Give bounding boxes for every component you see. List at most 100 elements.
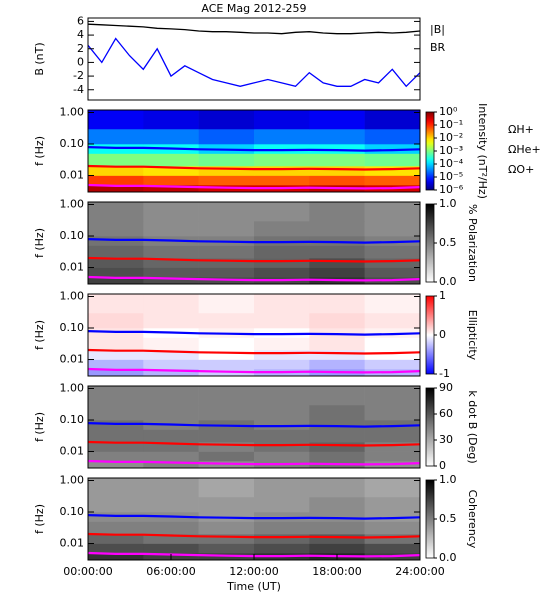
heatmap-cell <box>143 359 199 370</box>
heatmap-cell <box>309 543 365 554</box>
series-line <box>87 164 421 171</box>
y-tick-label: 0.10 <box>60 137 85 150</box>
heatmap-cell <box>198 258 255 268</box>
heatmap-cell <box>143 404 199 421</box>
heatmap-cell <box>309 153 365 167</box>
heatmap-cell <box>364 312 421 329</box>
heatmap-cell <box>143 534 199 544</box>
colorbar-tick-label: 0 <box>439 459 446 472</box>
heatmap-cell <box>364 166 421 176</box>
series-line <box>87 330 421 336</box>
heatmap-cell <box>88 478 144 498</box>
heatmap-cell <box>364 328 421 338</box>
heatmap-cell <box>309 534 365 544</box>
heatmap-cell <box>88 110 144 130</box>
heatmap-cell <box>254 312 310 329</box>
colorbar-tick-label: -1 <box>439 367 450 380</box>
colorbar <box>425 111 435 191</box>
y-axis-label: f (Hz) <box>33 504 46 534</box>
colorbar-tick-label: 10⁻⁴ <box>439 157 464 170</box>
heatmap-cell <box>364 267 421 278</box>
x-tick-label: 06:00:00 <box>146 565 195 578</box>
heatmap-cell <box>254 294 310 314</box>
heatmap-cell <box>364 110 421 130</box>
heatmap-cell <box>198 267 255 278</box>
heatmap-cell <box>364 175 421 186</box>
heatmap-cell <box>309 294 365 314</box>
y-tick-label: 0.01 <box>60 537 85 550</box>
heatmap-cell <box>364 153 421 167</box>
y-tick-label: 0.01 <box>60 353 85 366</box>
colorbar-tick-label: 10⁻² <box>439 131 463 144</box>
colorbar-tick-label: 1.0 <box>439 473 457 486</box>
legend-label: BR <box>430 41 446 54</box>
legend-label: ΩO+ <box>508 163 534 176</box>
heatmap-cell <box>88 277 144 285</box>
heatmap-cell <box>88 267 144 278</box>
heatmap-cell <box>88 386 144 406</box>
heatmap-cell <box>364 451 421 462</box>
heatmap-cell <box>309 451 365 462</box>
heatmap-cell <box>88 220 144 237</box>
heatmap-cell <box>364 258 421 268</box>
plot-frame <box>87 385 421 469</box>
colorbar-tick-label: 1 <box>439 289 446 302</box>
heatmap-cell <box>88 258 144 268</box>
heatmap-cell <box>254 543 310 554</box>
heatmap-cell <box>364 359 421 370</box>
heatmap-cell <box>364 337 421 351</box>
heatmap-cell <box>364 220 421 237</box>
heatmap-cell <box>364 496 421 513</box>
series-line <box>87 275 421 282</box>
heatmap-cell <box>143 258 199 268</box>
colorbar-tick-label: 0.5 <box>439 512 457 525</box>
heatmap-cell <box>254 496 310 513</box>
heatmap-cell <box>198 451 255 462</box>
heatmap-cell <box>198 404 255 421</box>
heatmap-cell <box>143 369 199 377</box>
colorbar-tick-label: 0.5 <box>439 236 457 249</box>
chart-title: ACE Mag 2012-259 <box>201 2 306 15</box>
x-axis-label: Time (UT) <box>226 580 281 593</box>
heatmap-cell <box>309 442 365 452</box>
series-line <box>87 422 421 428</box>
legend-label: ΩH+ <box>508 123 534 136</box>
series-line <box>87 440 421 447</box>
heatmap-cell <box>254 521 310 535</box>
heatmap-cell <box>88 369 144 377</box>
heatmap-cell <box>143 220 199 237</box>
heatmap-cell <box>198 478 255 498</box>
heatmap-cell <box>88 245 144 259</box>
heatmap-cell <box>364 420 421 430</box>
plot-frame <box>87 201 421 285</box>
heatmap-cell <box>254 350 310 360</box>
series-line <box>87 183 421 190</box>
heatmap-cell <box>143 185 199 193</box>
heatmap-cell <box>254 166 310 176</box>
heatmap-cell <box>254 420 310 430</box>
y-tick-label: 0.10 <box>60 505 85 518</box>
heatmap-cell <box>309 220 365 237</box>
colorbar-label: k dot B (Deg) <box>466 390 479 463</box>
heatmap-cell <box>364 350 421 360</box>
heatmap-cell <box>254 512 310 522</box>
heatmap-cell <box>364 478 421 498</box>
y-tick-label: 0 <box>77 55 84 68</box>
colorbar <box>425 203 435 283</box>
heatmap-cell <box>143 337 199 351</box>
y-tick-label: 1.00 <box>60 473 85 486</box>
heatmap-cell <box>143 451 199 462</box>
y-tick-label: 4 <box>77 28 84 41</box>
heatmap-cell <box>198 153 255 167</box>
colorbar-tick-label: 90 <box>439 381 453 394</box>
y-tick-label: 0.10 <box>60 413 85 426</box>
y-tick-label: 0.10 <box>60 321 85 334</box>
heatmap-cell <box>309 386 365 406</box>
series-line <box>87 348 421 355</box>
heatmap-cell <box>254 258 310 268</box>
colorbar-label: Ellipticity <box>466 310 479 361</box>
heatmap-cell <box>88 166 144 176</box>
heatmap-cell <box>364 144 421 154</box>
heatmap-cell <box>143 429 199 443</box>
heatmap-cell <box>309 110 365 130</box>
